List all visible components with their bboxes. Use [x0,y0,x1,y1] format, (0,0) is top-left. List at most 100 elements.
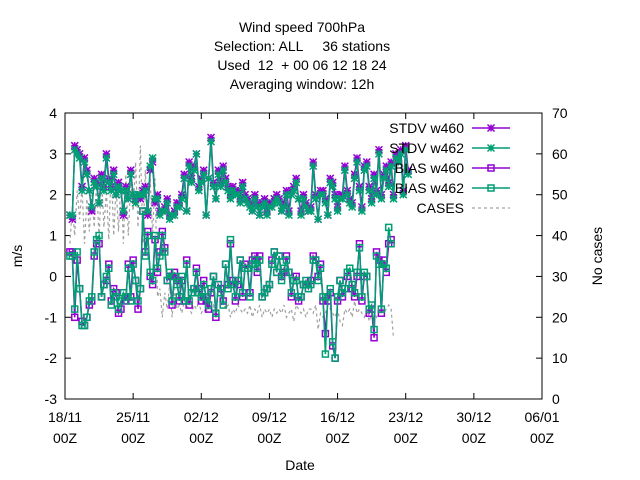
data-point-star [272,190,281,199]
data-point-star [245,202,254,212]
data-point-square [487,164,495,172]
series-layer [65,133,413,362]
y2-tick-label: 50 [552,187,568,203]
data-point-square [297,293,305,301]
data-point-star [228,186,237,195]
data-point-star [362,162,371,171]
data-point-star [253,198,262,207]
data-point-square [350,289,359,297]
data-point-square [287,293,296,301]
data-point-star [73,149,82,158]
data-point-star [185,157,194,167]
data-point-square [178,272,186,281]
data-point-square [202,293,210,301]
data-point-square [487,184,495,192]
data-point-square [185,297,193,305]
legend-label: CASES [417,200,464,216]
data-point-square [139,207,147,215]
data-point-star [404,170,413,179]
data-point-square [158,227,167,236]
data-point-square [243,264,252,273]
data-point-star [177,194,186,203]
data-point-star [180,170,189,179]
data-point-star [238,182,247,191]
data-point-star [80,157,89,167]
data-point-square [97,293,106,301]
legend-label: STDV w462 [389,140,464,156]
data-point-star [345,198,354,207]
y-tick-label: 3 [49,146,57,162]
data-point-star [389,194,398,203]
data-point-star [262,207,272,216]
data-point-star [292,174,301,183]
data-point-star [194,186,203,195]
data-point-star [301,198,310,207]
data-point-star [248,207,257,216]
data-point-square [348,280,356,289]
data-point-star [102,153,111,162]
data-point-square [143,227,152,236]
data-point-square [372,252,381,260]
data-point-star [95,198,104,207]
data-point-star [374,149,383,158]
data-point-star [90,174,99,183]
data-point-star [258,202,267,212]
x-tick-label-date: 25/11 [116,409,150,425]
data-point-star [138,190,147,199]
data-point-square [319,293,327,301]
data-point-star [214,170,223,179]
data-point-square [148,280,157,289]
data-point-star [126,170,135,179]
data-point-star [82,166,91,175]
data-point-square [382,264,390,273]
data-point-star [301,202,310,212]
data-point-square [180,297,188,305]
data-point-star [387,162,396,171]
data-point-star [241,190,250,199]
axis-ticks: -3-2-10123401020304050607018/1100Z25/110… [45,105,568,446]
data-point-square [122,293,130,301]
data-point-star [355,186,364,195]
data-point-star [185,162,194,171]
data-point-square [314,276,322,285]
data-point-square [143,231,152,240]
data-point-star [323,211,332,220]
data-point-square [238,289,247,297]
data-point-star [75,153,84,162]
data-point-square [129,256,137,264]
data-point-square [129,260,137,268]
data-point-star [170,211,179,220]
data-point-star [92,182,101,191]
x-tick-label-hour: 00Z [462,430,487,446]
data-point-star [221,174,230,183]
data-point-star [382,162,391,171]
data-point-square [328,338,337,346]
x-tick-label-date: 02/12 [184,409,219,425]
data-point-square [141,252,150,260]
data-point-square [146,268,154,277]
data-point-star [136,194,145,203]
data-point-star [318,190,327,199]
data-point-square [358,297,366,305]
data-point-star [121,186,130,195]
legend-label: STDV w460 [389,120,464,136]
data-point-star [345,194,354,203]
data-point-star [112,190,121,199]
data-point-square [234,276,242,285]
data-point-square [324,293,332,301]
data-point-star [331,190,340,199]
data-point-star [255,211,264,220]
data-point-square [367,301,376,309]
data-point-star [253,202,262,212]
legend-label: BIAS w462 [395,180,464,196]
data-point-star [333,202,342,212]
data-point-square [112,293,120,301]
x-tick-label-hour: 00Z [189,430,214,446]
data-point-square [175,293,184,301]
data-point-square [345,264,354,273]
data-point-star [486,143,496,153]
data-point-star [282,190,291,199]
data-point-square [102,272,111,281]
data-point-square [217,289,225,297]
data-point-star [214,166,223,175]
